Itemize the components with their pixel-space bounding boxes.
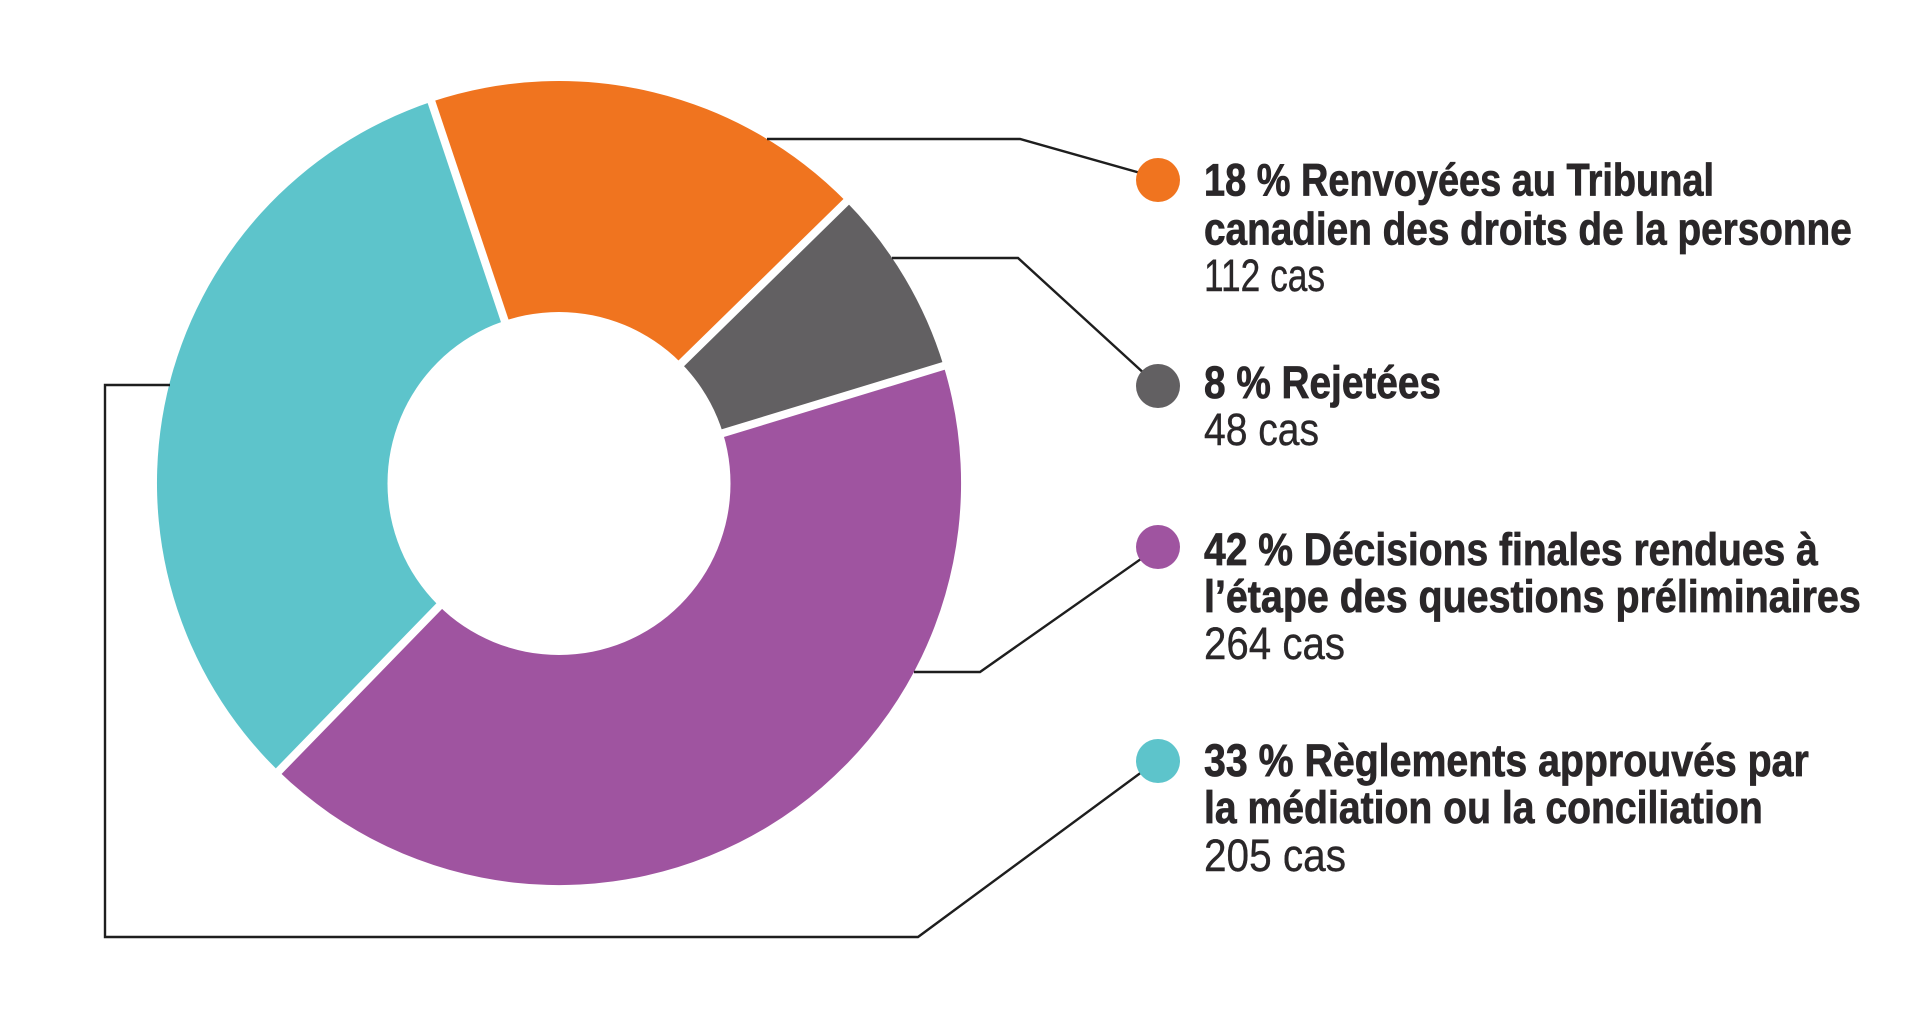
svg-text:18 % Renvoyées au Tribunal: 18 % Renvoyées au Tribunal [1204, 154, 1714, 205]
svg-text:33 % Règlements approuvés par: 33 % Règlements approuvés par [1204, 736, 1809, 786]
svg-text:canadien des droits de la pers: canadien des droits de la personne [1204, 204, 1852, 254]
svg-text:205 cas: 205 cas [1204, 831, 1346, 881]
svg-text:112 cas: 112 cas [1204, 250, 1325, 301]
svg-text:42 % Décisions finales rendues: 42 % Décisions finales rendues à [1204, 524, 1818, 574]
svg-text:la médiation ou la conciliatio: la médiation ou la conciliation [1204, 782, 1763, 832]
svg-text:8 % Rejetées: 8 % Rejetées [1204, 357, 1441, 407]
svg-text:48 cas: 48 cas [1204, 404, 1319, 454]
svg-text:l’étape des questions prélimin: l’étape des questions préliminaires [1204, 572, 1861, 622]
svg-text:264 cas: 264 cas [1204, 619, 1345, 670]
